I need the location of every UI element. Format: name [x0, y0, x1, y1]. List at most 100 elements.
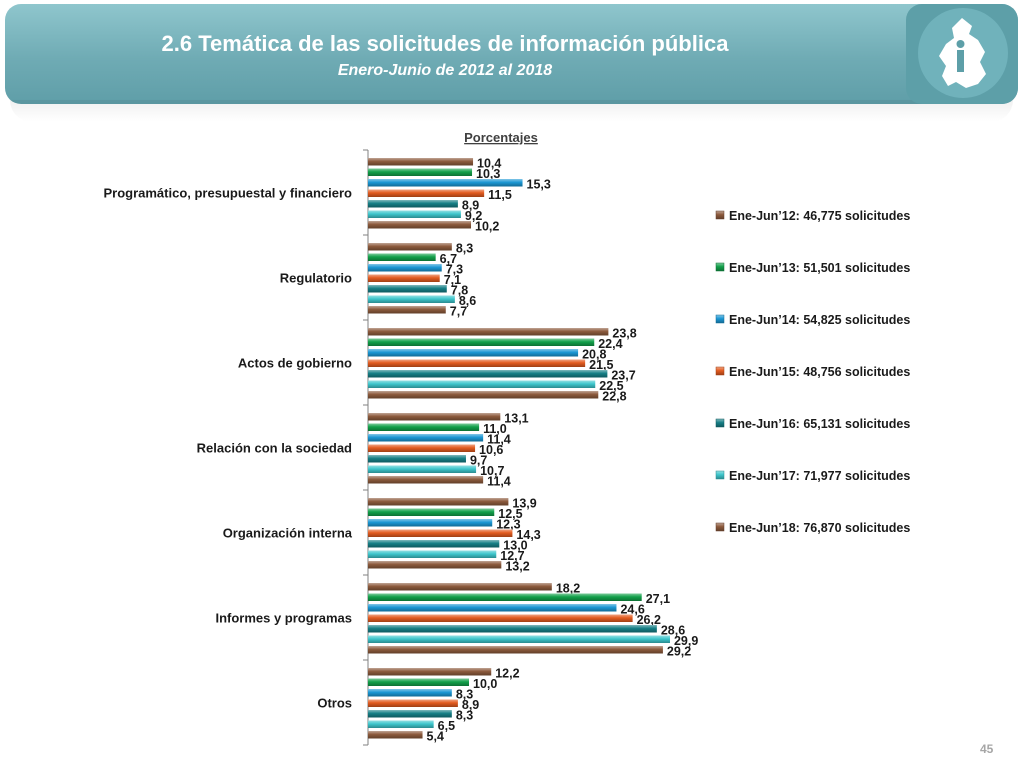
legend-label: Ene-Jun’16: 65,131 solicitudes — [729, 417, 910, 431]
data-label: 12,3 — [496, 518, 520, 532]
bar — [368, 264, 442, 272]
data-label: 5,4 — [427, 730, 444, 744]
legend-label: Ene-Jun’18: 76,870 solicitudes — [729, 521, 910, 535]
bar — [368, 731, 423, 739]
data-label: 8,6 — [459, 294, 476, 308]
bar — [368, 210, 461, 218]
bar — [368, 529, 513, 537]
data-label: 18,2 — [556, 582, 580, 596]
data-label: 7,1 — [444, 273, 461, 287]
category-label: Programático, presupuestal y financiero — [103, 186, 352, 201]
bar — [368, 604, 617, 612]
data-label: 29,2 — [667, 645, 691, 659]
data-label: 11,4 — [487, 475, 511, 489]
bar — [368, 200, 458, 208]
legend-label: Ene-Jun’13: 51,501 solicitudes — [729, 261, 910, 275]
category-label: Actos de gobierno — [238, 356, 352, 371]
category-label: Organización interna — [223, 526, 353, 541]
legend-label: Ene-Jun’14: 54,825 solicitudes — [729, 313, 910, 327]
legend-label: Ene-Jun’17: 71,977 solicitudes — [729, 469, 910, 483]
data-label: 8,3 — [456, 242, 473, 256]
bar — [368, 349, 579, 357]
bar — [368, 179, 523, 187]
data-label: 22,8 — [602, 390, 626, 404]
data-label: 10,7 — [480, 464, 504, 478]
bar — [368, 635, 670, 643]
bar — [368, 668, 492, 676]
legend-swatch — [715, 366, 725, 376]
bar — [368, 285, 447, 293]
data-label: 29,9 — [674, 634, 698, 648]
data-label: 21,5 — [589, 358, 613, 372]
bar — [368, 625, 657, 633]
data-label: 8,3 — [456, 709, 473, 723]
bar — [368, 476, 484, 484]
data-label: 8,9 — [462, 199, 479, 213]
data-label: 28,6 — [661, 624, 685, 638]
data-label: 7,7 — [450, 305, 467, 319]
bar — [368, 295, 455, 303]
bar — [368, 689, 452, 697]
data-label: 12,5 — [498, 507, 522, 521]
data-label: 26,2 — [637, 613, 661, 627]
data-label: 10,0 — [473, 677, 497, 691]
city-map-icon — [939, 18, 986, 88]
data-label: 8,9 — [462, 698, 479, 712]
data-label: 12,7 — [500, 549, 524, 563]
data-label: 14,3 — [516, 528, 540, 542]
bar — [368, 561, 502, 569]
legend-swatch — [715, 314, 725, 324]
bar — [368, 583, 552, 591]
bar — [368, 444, 476, 452]
legend-label: Ene-Jun’15: 48,756 solicitudes — [729, 365, 910, 379]
bar — [368, 391, 599, 399]
bar — [368, 253, 436, 261]
bar — [368, 359, 586, 367]
category-label: Relación con la sociedad — [197, 441, 352, 456]
page-subtitle: Enero-Junio de 2012 al 2018 — [337, 62, 553, 79]
category-label: Regulatorio — [280, 271, 352, 286]
data-label: 20,8 — [582, 348, 606, 362]
data-label: 27,1 — [646, 592, 670, 606]
data-label: 6,7 — [440, 252, 457, 266]
legend-swatch — [715, 522, 725, 532]
bar — [368, 168, 473, 176]
bar — [368, 678, 469, 686]
bar — [368, 519, 493, 527]
data-label: 10,2 — [475, 220, 499, 234]
bar — [368, 455, 466, 463]
data-label: 6,5 — [438, 719, 455, 733]
bar — [368, 550, 497, 558]
legend-swatch — [715, 470, 725, 480]
header-shadow — [10, 100, 1013, 122]
bar — [368, 243, 452, 251]
data-label: 24,6 — [620, 603, 644, 617]
data-label: 13,2 — [505, 560, 529, 574]
data-label: 10,3 — [476, 167, 500, 181]
data-label: 12,2 — [495, 667, 519, 681]
data-label: 10,4 — [477, 157, 501, 171]
bar — [368, 370, 608, 378]
data-label: 7,3 — [446, 263, 463, 277]
bar — [368, 274, 440, 282]
data-label: 7,8 — [451, 284, 468, 298]
bar — [368, 306, 446, 314]
data-label: 8,3 — [456, 688, 473, 702]
bar — [368, 540, 500, 548]
bar — [368, 221, 472, 229]
data-label: 9,7 — [470, 454, 487, 468]
data-label: 11,0 — [483, 422, 507, 436]
data-label: 23,8 — [612, 327, 636, 341]
header-banner — [5, 4, 1018, 104]
data-label: 11,5 — [488, 188, 512, 202]
data-label: 13,9 — [512, 497, 536, 511]
page-title: 2.6 Temática de las solicitudes de infor… — [161, 31, 729, 56]
data-label: 10,6 — [479, 443, 503, 457]
legend-swatch — [715, 418, 725, 428]
data-label: 13,1 — [504, 412, 528, 426]
bar — [368, 593, 642, 601]
bar — [368, 158, 474, 166]
category-label: Informes y programas — [215, 611, 352, 626]
legend-swatch — [715, 262, 725, 272]
